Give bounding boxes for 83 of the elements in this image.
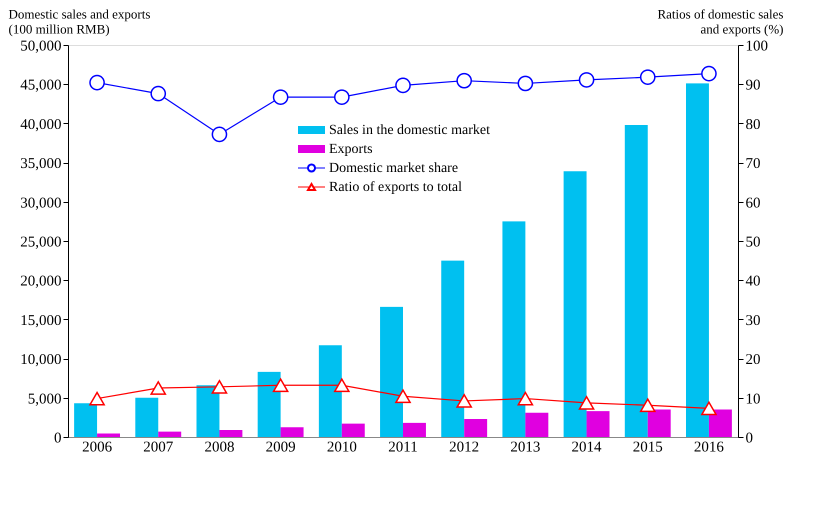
y-tick-label: 5,000 <box>28 391 62 408</box>
point <box>212 126 228 142</box>
y2-tick-label: 50 <box>746 234 760 250</box>
point <box>334 378 350 392</box>
bar <box>624 124 648 437</box>
legend-label: Sales in the domestic market <box>329 123 490 138</box>
y2-tick-label: 90 <box>746 78 760 94</box>
y-tick-label: 10,000 <box>20 352 62 368</box>
bar <box>403 422 426 437</box>
y-tick-label: 25,000 <box>20 234 62 250</box>
y-tick-label: 0 <box>54 430 62 446</box>
legend-label: Exports <box>329 142 373 157</box>
y2-tick-label: 70 <box>746 156 760 172</box>
y-tick-label: 40,000 <box>20 116 62 133</box>
legend-label: Domestic market share <box>329 161 458 176</box>
y-tick-label: 50,000 <box>20 38 62 54</box>
bar <box>196 385 220 437</box>
point <box>272 89 288 105</box>
y2-axis-title: Ratios of domestic sales and exports (%) <box>657 6 784 36</box>
x-tick-label: 2011 <box>388 440 418 456</box>
x-tick-label: 2006 <box>82 440 113 456</box>
bar <box>158 432 182 437</box>
y-axis-title: Domestic sales and exports (100 million RMB) <box>8 6 150 36</box>
bar <box>318 345 342 437</box>
y2-tick-label: 40 <box>746 274 760 290</box>
y-tick-label: 45,000 <box>20 78 62 94</box>
point <box>640 398 656 412</box>
point <box>456 72 472 88</box>
x-tick-label: 2016 <box>694 440 724 456</box>
y-tick-label: 30,000 <box>20 195 62 212</box>
y2-tick-label: 20 <box>746 352 760 368</box>
point <box>701 402 717 416</box>
bar <box>441 260 464 437</box>
point <box>89 74 105 90</box>
y2-tick-label: 30 <box>746 312 760 329</box>
bar <box>380 306 403 437</box>
point <box>456 394 472 408</box>
point <box>578 396 594 410</box>
point <box>212 380 228 394</box>
bar <box>280 427 304 437</box>
point <box>578 72 594 88</box>
point <box>89 392 105 406</box>
y2-tick-label: 100 <box>746 38 768 54</box>
y2-tick-label: 10 <box>746 391 760 408</box>
bar <box>342 424 365 437</box>
x-tick-label: 2014 <box>572 440 602 456</box>
bar <box>219 430 242 437</box>
bar <box>525 412 548 437</box>
y2-tick-label: 0 <box>746 430 753 446</box>
point <box>395 389 411 404</box>
y-tick-label: 20,000 <box>20 274 62 290</box>
point <box>518 76 534 92</box>
bar <box>74 403 98 437</box>
bar <box>97 433 120 437</box>
x-tick-label: 2015 <box>632 440 663 456</box>
point <box>272 378 288 392</box>
x-tick-label: 2008 <box>204 440 234 456</box>
point <box>150 86 166 102</box>
bar <box>258 372 281 437</box>
bar <box>135 398 158 437</box>
y-tick-label: 15,000 <box>20 312 62 329</box>
point <box>518 392 534 406</box>
point <box>150 381 166 395</box>
point <box>334 89 350 105</box>
x-tick-label: 2010 <box>326 440 357 456</box>
legend-label: Ratio of exports to total <box>329 180 462 195</box>
point <box>701 66 717 82</box>
x-tick-label: 2013 <box>510 440 540 456</box>
point <box>395 78 411 94</box>
x-tick-label: 2007 <box>143 440 174 456</box>
y2-tick-label: 60 <box>746 195 760 212</box>
x-tick-label: 2012 <box>449 440 480 456</box>
x-tick-label: 2009 <box>266 440 296 456</box>
bar <box>464 418 488 437</box>
point <box>640 69 656 85</box>
bar <box>564 171 587 437</box>
bar <box>686 83 709 437</box>
bar <box>648 410 671 437</box>
y2-tick-label: 80 <box>746 116 760 133</box>
y-tick-label: 35,000 <box>20 156 62 172</box>
bar <box>586 411 610 437</box>
bar <box>708 410 732 437</box>
bar <box>502 221 526 437</box>
